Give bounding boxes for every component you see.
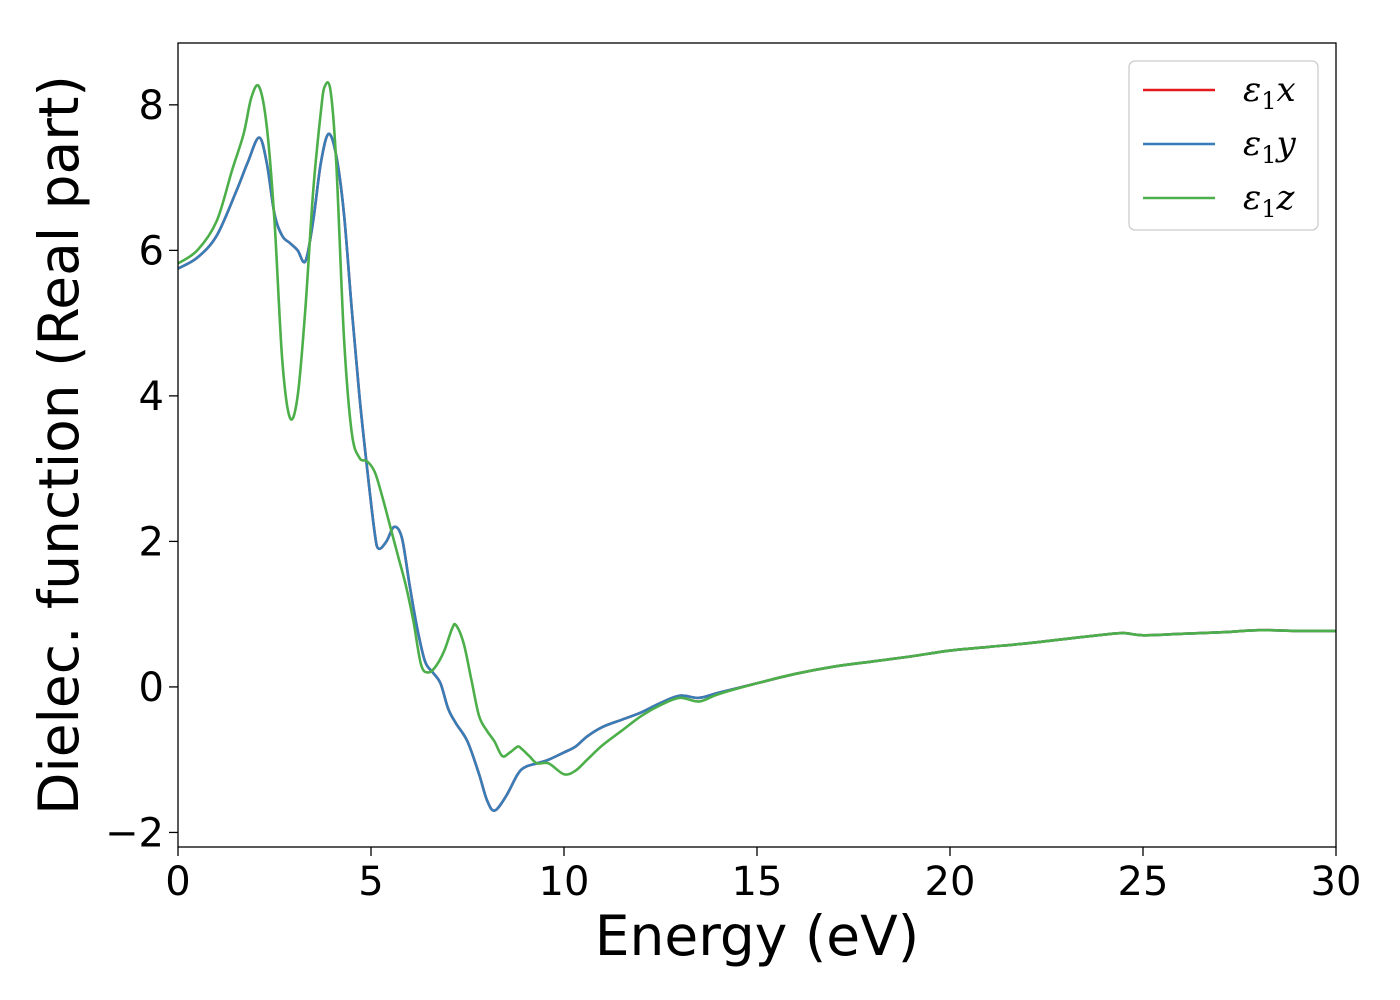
- y-tick-label: 6: [139, 228, 164, 274]
- plot-area: [177, 42, 1337, 848]
- legend-box: [1128, 60, 1319, 231]
- x-axis-label: Energy (eV): [595, 904, 919, 968]
- y-tick-label: 4: [139, 374, 164, 420]
- legend: ε1x ε1y ε1z: [1128, 60, 1319, 231]
- x-tick-label: 5: [358, 859, 383, 905]
- y-axis-label: Dielec. function (Real part): [27, 75, 91, 815]
- x-tick-label: 10: [539, 859, 590, 905]
- legend-entry-eps1y: ε1y: [1143, 124, 1297, 169]
- x-tick-label: 0: [165, 859, 190, 905]
- x-axis-ticks: 0 5 10 15 20 25 30: [165, 847, 1361, 905]
- x-tick-label: 25: [1118, 859, 1169, 905]
- series-layer: [178, 81, 1336, 812]
- legend-label-eps1z: ε1z: [1243, 178, 1296, 223]
- legend-entry-eps1x: ε1x: [1143, 70, 1296, 115]
- y-tick-label: 0: [139, 665, 164, 711]
- x-tick-label: 30: [1311, 859, 1362, 905]
- x-tick-label: 20: [925, 859, 976, 905]
- legend-label-eps1y: ε1y: [1243, 124, 1297, 169]
- y-axis-ticks: −2 0 2 4 6 8: [105, 83, 178, 856]
- y-tick-label: −2: [105, 810, 164, 856]
- y-tick-label: 8: [139, 83, 164, 129]
- legend-entries: ε1x ε1y ε1z: [1143, 70, 1297, 223]
- x-tick-label: 15: [732, 859, 783, 905]
- legend-label-eps1x: ε1x: [1243, 70, 1296, 115]
- series-line-eps1z: [178, 81, 1336, 776]
- legend-entry-eps1z: ε1z: [1143, 178, 1296, 223]
- y-tick-label: 2: [139, 519, 164, 565]
